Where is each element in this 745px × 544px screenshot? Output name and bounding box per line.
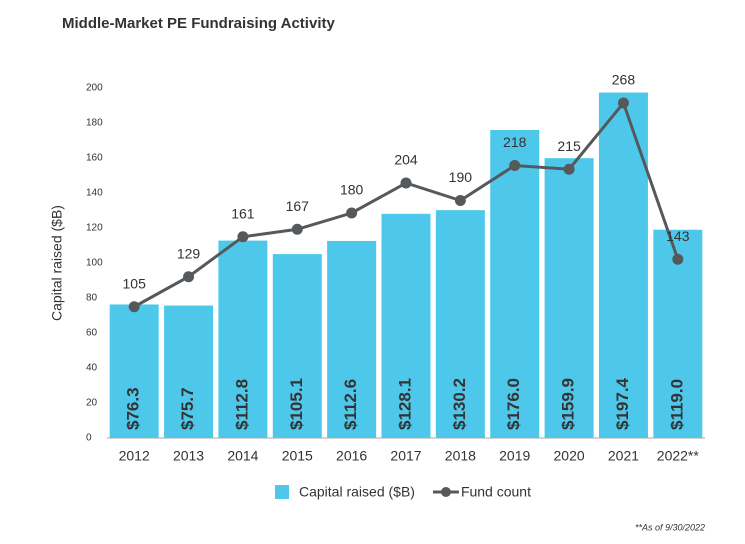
bar-value-label: $75.7: [178, 387, 197, 430]
line-point: [346, 207, 358, 219]
line-point: [183, 271, 195, 283]
y-tick-label: 120: [86, 223, 103, 234]
legend-label: Capital raised ($B): [299, 484, 415, 500]
x-tick-label: 2018: [445, 448, 476, 464]
x-tick-label: 2020: [554, 448, 585, 464]
y-tick-label: 180: [86, 118, 103, 129]
y-tick-label: 200: [86, 83, 103, 94]
bar: [381, 213, 431, 438]
y-tick-label: 80: [86, 293, 98, 304]
x-tick-label: 2019: [499, 448, 530, 464]
point-label: 161: [231, 205, 255, 221]
line-point: [509, 160, 521, 171]
bar: [272, 254, 322, 438]
legend-label: Fund count: [461, 484, 531, 500]
bar-value-label: $176.0: [504, 378, 523, 430]
bar-value-label: $119.0: [667, 379, 686, 430]
bar: [164, 305, 214, 438]
bar: [327, 240, 377, 438]
bar: [435, 210, 485, 438]
point-label: 129: [177, 245, 201, 261]
x-tick-label: 2015: [282, 448, 313, 464]
line-point: [400, 177, 412, 189]
line-point: [563, 163, 575, 175]
point-label: 218: [503, 134, 527, 150]
point-label: 268: [612, 72, 636, 88]
bar: [109, 304, 159, 438]
y-tick-label: 0: [86, 433, 92, 444]
line-point: [291, 223, 303, 235]
y-tick-label: 60: [86, 328, 98, 339]
line-point: [128, 301, 140, 313]
x-tick-label: 2021: [608, 448, 639, 464]
point-label: 215: [557, 138, 581, 154]
line-point: [454, 195, 466, 206]
line-point: [617, 97, 629, 109]
bar: [490, 130, 540, 438]
y-tick-label: 40: [86, 363, 98, 374]
line-point: [237, 231, 249, 243]
bar-value-label: $112.8: [232, 379, 251, 430]
chart-title: Middle-Market PE Fundraising Activity: [62, 15, 335, 32]
footnote: **As of 9/30/2022: [635, 522, 705, 532]
bar: [218, 240, 268, 438]
x-tick-label: 2022**: [657, 448, 700, 464]
y-tick-label: 100: [86, 258, 103, 269]
bar: [544, 158, 594, 439]
bar-value-label: $159.9: [559, 378, 578, 430]
y-tick-label: 140: [86, 188, 103, 199]
y-tick-label: 160: [86, 153, 103, 164]
point-label: 204: [394, 152, 418, 168]
point-label: 180: [340, 182, 364, 198]
x-tick-label: 2012: [119, 448, 150, 464]
line-point: [672, 253, 684, 265]
point-label: 190: [449, 169, 473, 185]
bar-value-label: $130.2: [450, 378, 469, 430]
bar-value-label: $105.1: [287, 378, 306, 430]
x-tick-label: 2016: [336, 448, 367, 464]
x-tick-label: 2014: [227, 448, 258, 464]
legend-swatch: [440, 487, 451, 497]
point-label: 167: [286, 198, 310, 214]
x-tick-label: 2013: [173, 448, 204, 464]
legend-swatch: [275, 485, 289, 499]
point-label: 143: [666, 228, 690, 244]
y-tick-label: 20: [86, 398, 98, 409]
bar-value-label: $76.3: [124, 387, 143, 430]
y-axis-label: Capital raised ($B): [49, 205, 65, 321]
bar-value-label: $197.4: [613, 377, 632, 430]
bar-value-label: $112.6: [341, 379, 360, 430]
x-tick-label: 2017: [390, 448, 421, 464]
bar-value-label: $128.1: [395, 378, 414, 430]
point-label: 105: [123, 275, 147, 291]
